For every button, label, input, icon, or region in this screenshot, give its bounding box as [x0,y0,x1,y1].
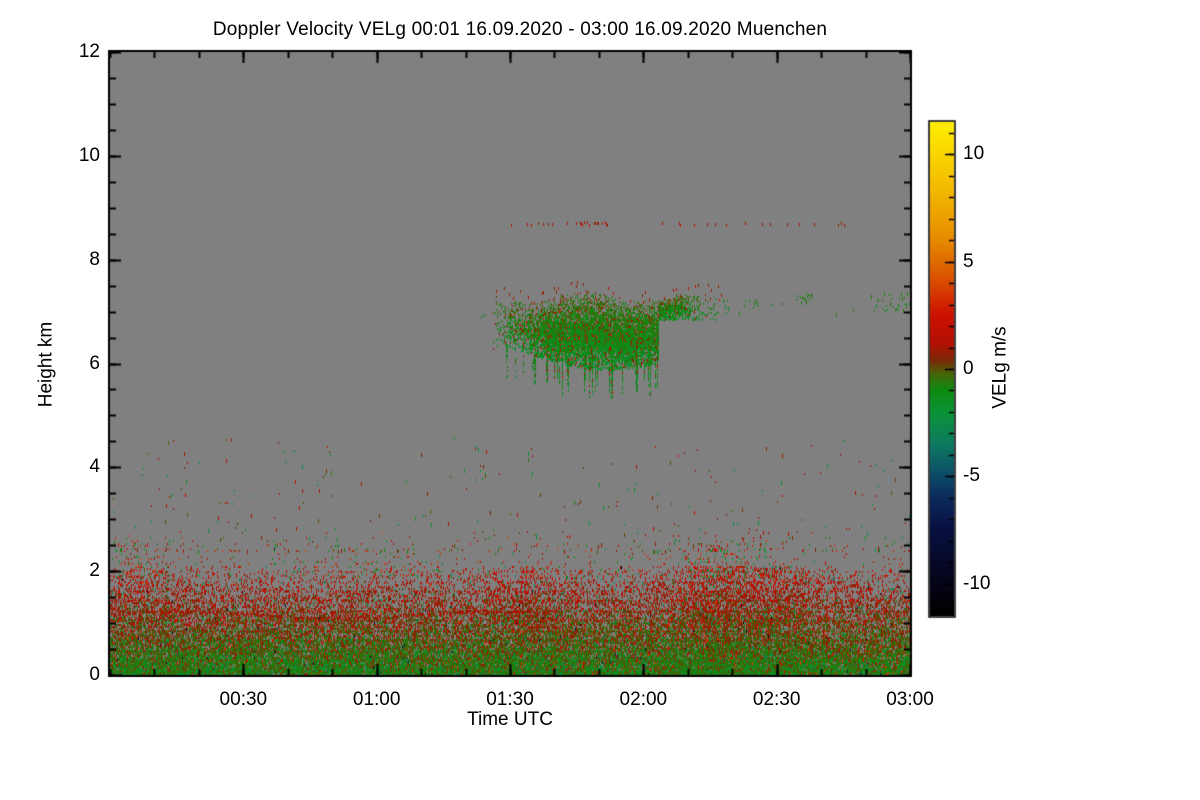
x-tick-label: 01:30 [486,689,534,710]
x-tick-label: 02:30 [752,689,801,710]
colorbar-tick-label: 0 [963,358,974,379]
x-tick-label: 01:00 [352,689,401,710]
colorbar-tick-label: -10 [963,572,991,594]
y-tick-label: 4 [89,456,100,478]
x-tick-label: 02:00 [619,689,668,710]
y-tick-label: 10 [78,144,100,166]
y-tick-label: 12 [78,41,100,62]
x-tick-label: 03:00 [886,689,934,710]
colorbar-label: VELg m/s [989,326,1011,409]
y-tick-label: 2 [89,560,100,582]
page-title: Doppler Velocity VELg 00:01 16.09.2020 -… [212,19,828,40]
y-tick-label: 8 [89,248,100,270]
x-axis-label: Time UTC [467,709,553,730]
y-tick-label: 0 [89,664,100,685]
colorbar-tick-label: 10 [963,143,985,165]
x-tick-label: 00:30 [219,689,268,710]
y-tick-label: 6 [89,352,100,374]
colorbar-tick-label: -5 [963,465,980,487]
colorbar-tick-label: 5 [963,250,974,272]
